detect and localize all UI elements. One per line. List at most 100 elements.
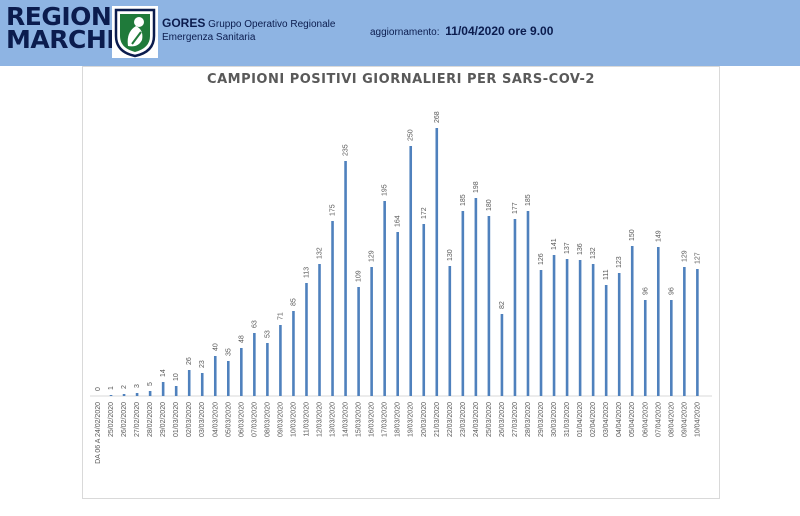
data-label: 132 (590, 247, 597, 259)
bar (122, 394, 126, 396)
bar (656, 247, 660, 396)
bar (266, 343, 269, 396)
x-tick-label: 26/02/2020 (121, 402, 128, 437)
x-tick-label: 28/02/2020 (147, 402, 154, 437)
data-label: 185 (525, 194, 532, 206)
x-tick-label: 04/04/2020 (616, 402, 623, 437)
x-tick-label: 13/03/2020 (330, 402, 337, 437)
bar (227, 361, 230, 396)
gores-subtitle-2: Emergenza Sanitaria (162, 32, 256, 43)
bar (696, 269, 699, 396)
chart-frame (82, 66, 720, 499)
x-tick-label: 01/04/2020 (577, 402, 584, 437)
data-label: 126 (538, 253, 545, 265)
bar (240, 348, 243, 396)
data-label: 250 (408, 129, 415, 141)
data-label: 136 (577, 243, 584, 255)
data-label: 40 (212, 343, 219, 351)
bar (643, 300, 647, 396)
bar (500, 314, 504, 396)
bar (630, 246, 634, 396)
bar (513, 219, 517, 396)
x-tick-label: 09/04/2020 (681, 402, 688, 437)
bar (422, 224, 426, 396)
data-label: 195 (382, 184, 389, 196)
x-tick-label: 01/03/2020 (173, 402, 180, 437)
data-label: 111 (603, 269, 610, 280)
x-tick-label: 08/04/2020 (668, 402, 675, 437)
data-label: 96 (642, 287, 649, 295)
x-tick-label: 19/03/2020 (408, 402, 415, 437)
x-tick-label: 04/03/2020 (212, 402, 219, 437)
bar (474, 198, 478, 396)
x-tick-label: 17/03/2020 (382, 402, 389, 437)
bar (174, 386, 178, 396)
data-label: 109 (356, 270, 363, 282)
data-label: 172 (421, 207, 428, 219)
x-tick-label: 26/03/2020 (499, 402, 506, 437)
bar (305, 283, 308, 396)
data-label: 141 (551, 238, 558, 250)
x-tick-label: 05/04/2020 (629, 402, 636, 437)
x-tick-label: 03/04/2020 (603, 402, 610, 437)
data-label: 23 (199, 360, 206, 368)
bar (409, 146, 413, 396)
bar (578, 260, 582, 396)
x-tick-label: 25/02/2020 (108, 402, 115, 437)
region-logo-text: REGIONE MARCHE (6, 2, 128, 52)
x-tick-label: 28/03/2020 (525, 402, 532, 437)
x-tick-label: 07/04/2020 (655, 402, 662, 437)
data-label: 123 (616, 256, 623, 268)
data-label: 0 (95, 387, 102, 391)
bar (539, 270, 543, 396)
bar (318, 264, 321, 396)
x-tick-label: 14/03/2020 (343, 402, 350, 437)
x-tick-label: 31/03/2020 (564, 402, 571, 437)
data-label: 5 (147, 382, 154, 386)
x-tick-label: 30/03/2020 (551, 402, 558, 437)
x-tick-label: 24/03/2020 (473, 402, 480, 437)
x-tick-label: 22/03/2020 (447, 402, 454, 437)
x-tick-label: 29/02/2020 (160, 402, 167, 437)
gores-block: GORES Gruppo Operativo Regionale Emergen… (162, 17, 335, 44)
data-label: 85 (290, 298, 297, 306)
data-label: 127 (694, 252, 701, 264)
bar (526, 211, 530, 396)
bar (683, 267, 686, 396)
bar (292, 311, 295, 396)
bar (565, 259, 569, 396)
gores-subtitle-1: Gruppo Operativo Regionale (208, 19, 336, 30)
bar (670, 300, 673, 396)
x-tick-label: 10/04/2020 (694, 402, 701, 437)
x-tick-label: 25/03/2020 (486, 402, 493, 437)
bar (344, 161, 347, 396)
x-tick-label: 09/03/2020 (277, 402, 284, 437)
x-tick-label: 02/04/2020 (590, 402, 597, 437)
x-tick-label: 16/03/2020 (369, 402, 376, 437)
data-label: 149 (655, 230, 662, 242)
bar (357, 287, 360, 396)
data-label: 132 (317, 247, 324, 259)
logo-line-1: REGIONE (6, 2, 128, 31)
data-label: 198 (473, 181, 480, 193)
bar (383, 201, 386, 396)
bar (552, 255, 556, 396)
bar (617, 273, 621, 396)
region-shield-emblem-icon (112, 6, 158, 58)
x-tick-label: 21/03/2020 (434, 402, 441, 437)
data-label: 71 (277, 312, 284, 320)
x-tick-label: 29/03/2020 (538, 402, 545, 437)
bar (370, 267, 373, 396)
x-tick-label: 27/02/2020 (134, 402, 141, 437)
bar (448, 266, 452, 396)
x-tick-label: 07/03/2020 (251, 402, 258, 437)
data-label: 268 (434, 111, 441, 123)
data-label: 129 (681, 250, 688, 262)
bar (109, 395, 113, 396)
data-label: 82 (499, 301, 506, 309)
data-label: 2 (121, 385, 128, 389)
data-label: 235 (343, 144, 350, 156)
x-tick-label: 02/03/2020 (186, 402, 193, 437)
bar (331, 221, 334, 396)
